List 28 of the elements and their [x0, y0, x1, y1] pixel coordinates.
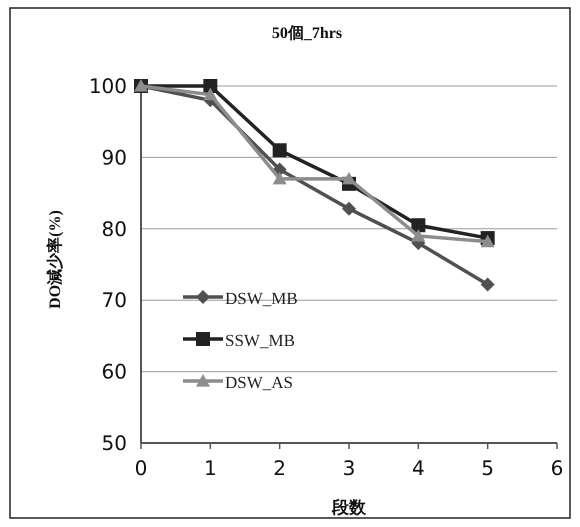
point — [342, 172, 356, 184]
x-tick-label: 4 — [412, 456, 425, 480]
y-tick-label: 70 — [102, 288, 127, 312]
legend-label: DSW_AS — [225, 373, 294, 392]
x-tick-label: 5 — [481, 456, 494, 480]
point — [203, 88, 218, 100]
x-tick-label: 0 — [134, 456, 148, 480]
y-tick-label: 100 — [88, 74, 127, 98]
point — [411, 228, 426, 242]
chart-title: 50個_7hrs — [272, 24, 342, 42]
point — [272, 172, 287, 184]
y-tick-label: 90 — [102, 145, 127, 170]
x-tick-label: 2 — [273, 456, 286, 480]
point — [342, 202, 356, 216]
point — [272, 143, 287, 158]
y-tick-label: 80 — [102, 216, 127, 241]
x-axis-title: 段数 — [331, 498, 367, 517]
point — [480, 234, 495, 248]
x-tick-label: 3 — [342, 456, 356, 480]
legend-label: DSW_MB — [225, 289, 298, 308]
y-tick-label: 50 — [102, 431, 127, 455]
point — [411, 218, 426, 232]
y-axis-title: DO減少率(%) — [45, 210, 64, 309]
x-tick-label: 6 — [550, 456, 564, 480]
y-tick-label: 60 — [102, 360, 127, 384]
point — [480, 277, 495, 292]
x-tick-label: 1 — [204, 456, 217, 480]
legend-label: SSW_MB — [225, 331, 295, 350]
